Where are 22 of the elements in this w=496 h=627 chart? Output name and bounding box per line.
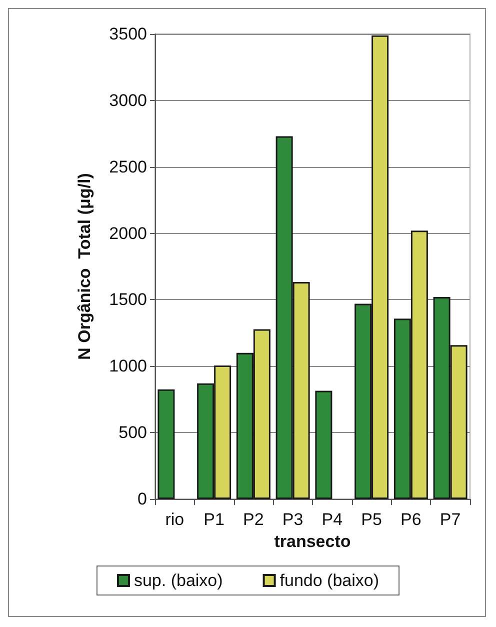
legend-label: fundo (baixo)	[280, 571, 380, 590]
y-tick-label: 0	[138, 490, 147, 508]
x-tick-label: P7	[440, 510, 461, 529]
y-tick-label: 2000	[109, 224, 147, 243]
y-tick-label: 500	[118, 423, 147, 442]
y-tick-label: 2500	[109, 157, 147, 176]
y-tick-label: 3000	[109, 90, 147, 110]
x-tick-label: rio	[165, 510, 184, 529]
y-tick-label: 3500	[109, 24, 147, 44]
x-tick-label: P4	[322, 510, 343, 529]
bar	[158, 389, 175, 499]
y-axis-title: N Orgânico Total (μg/l)	[75, 173, 94, 360]
x-tick-label: P3	[282, 510, 304, 529]
bar	[315, 390, 332, 499]
y-tick-label: 1500	[109, 290, 147, 310]
legend-label: sup. (baixo)	[134, 571, 223, 590]
x-tick-label: P2	[243, 510, 264, 529]
x-tick-label: P5	[361, 510, 382, 529]
x-axis-title: transecto	[274, 532, 351, 551]
y-tick-label: 1000	[109, 356, 147, 376]
x-tick-label: P6	[400, 510, 422, 529]
x-tick-label: P1	[204, 510, 224, 529]
